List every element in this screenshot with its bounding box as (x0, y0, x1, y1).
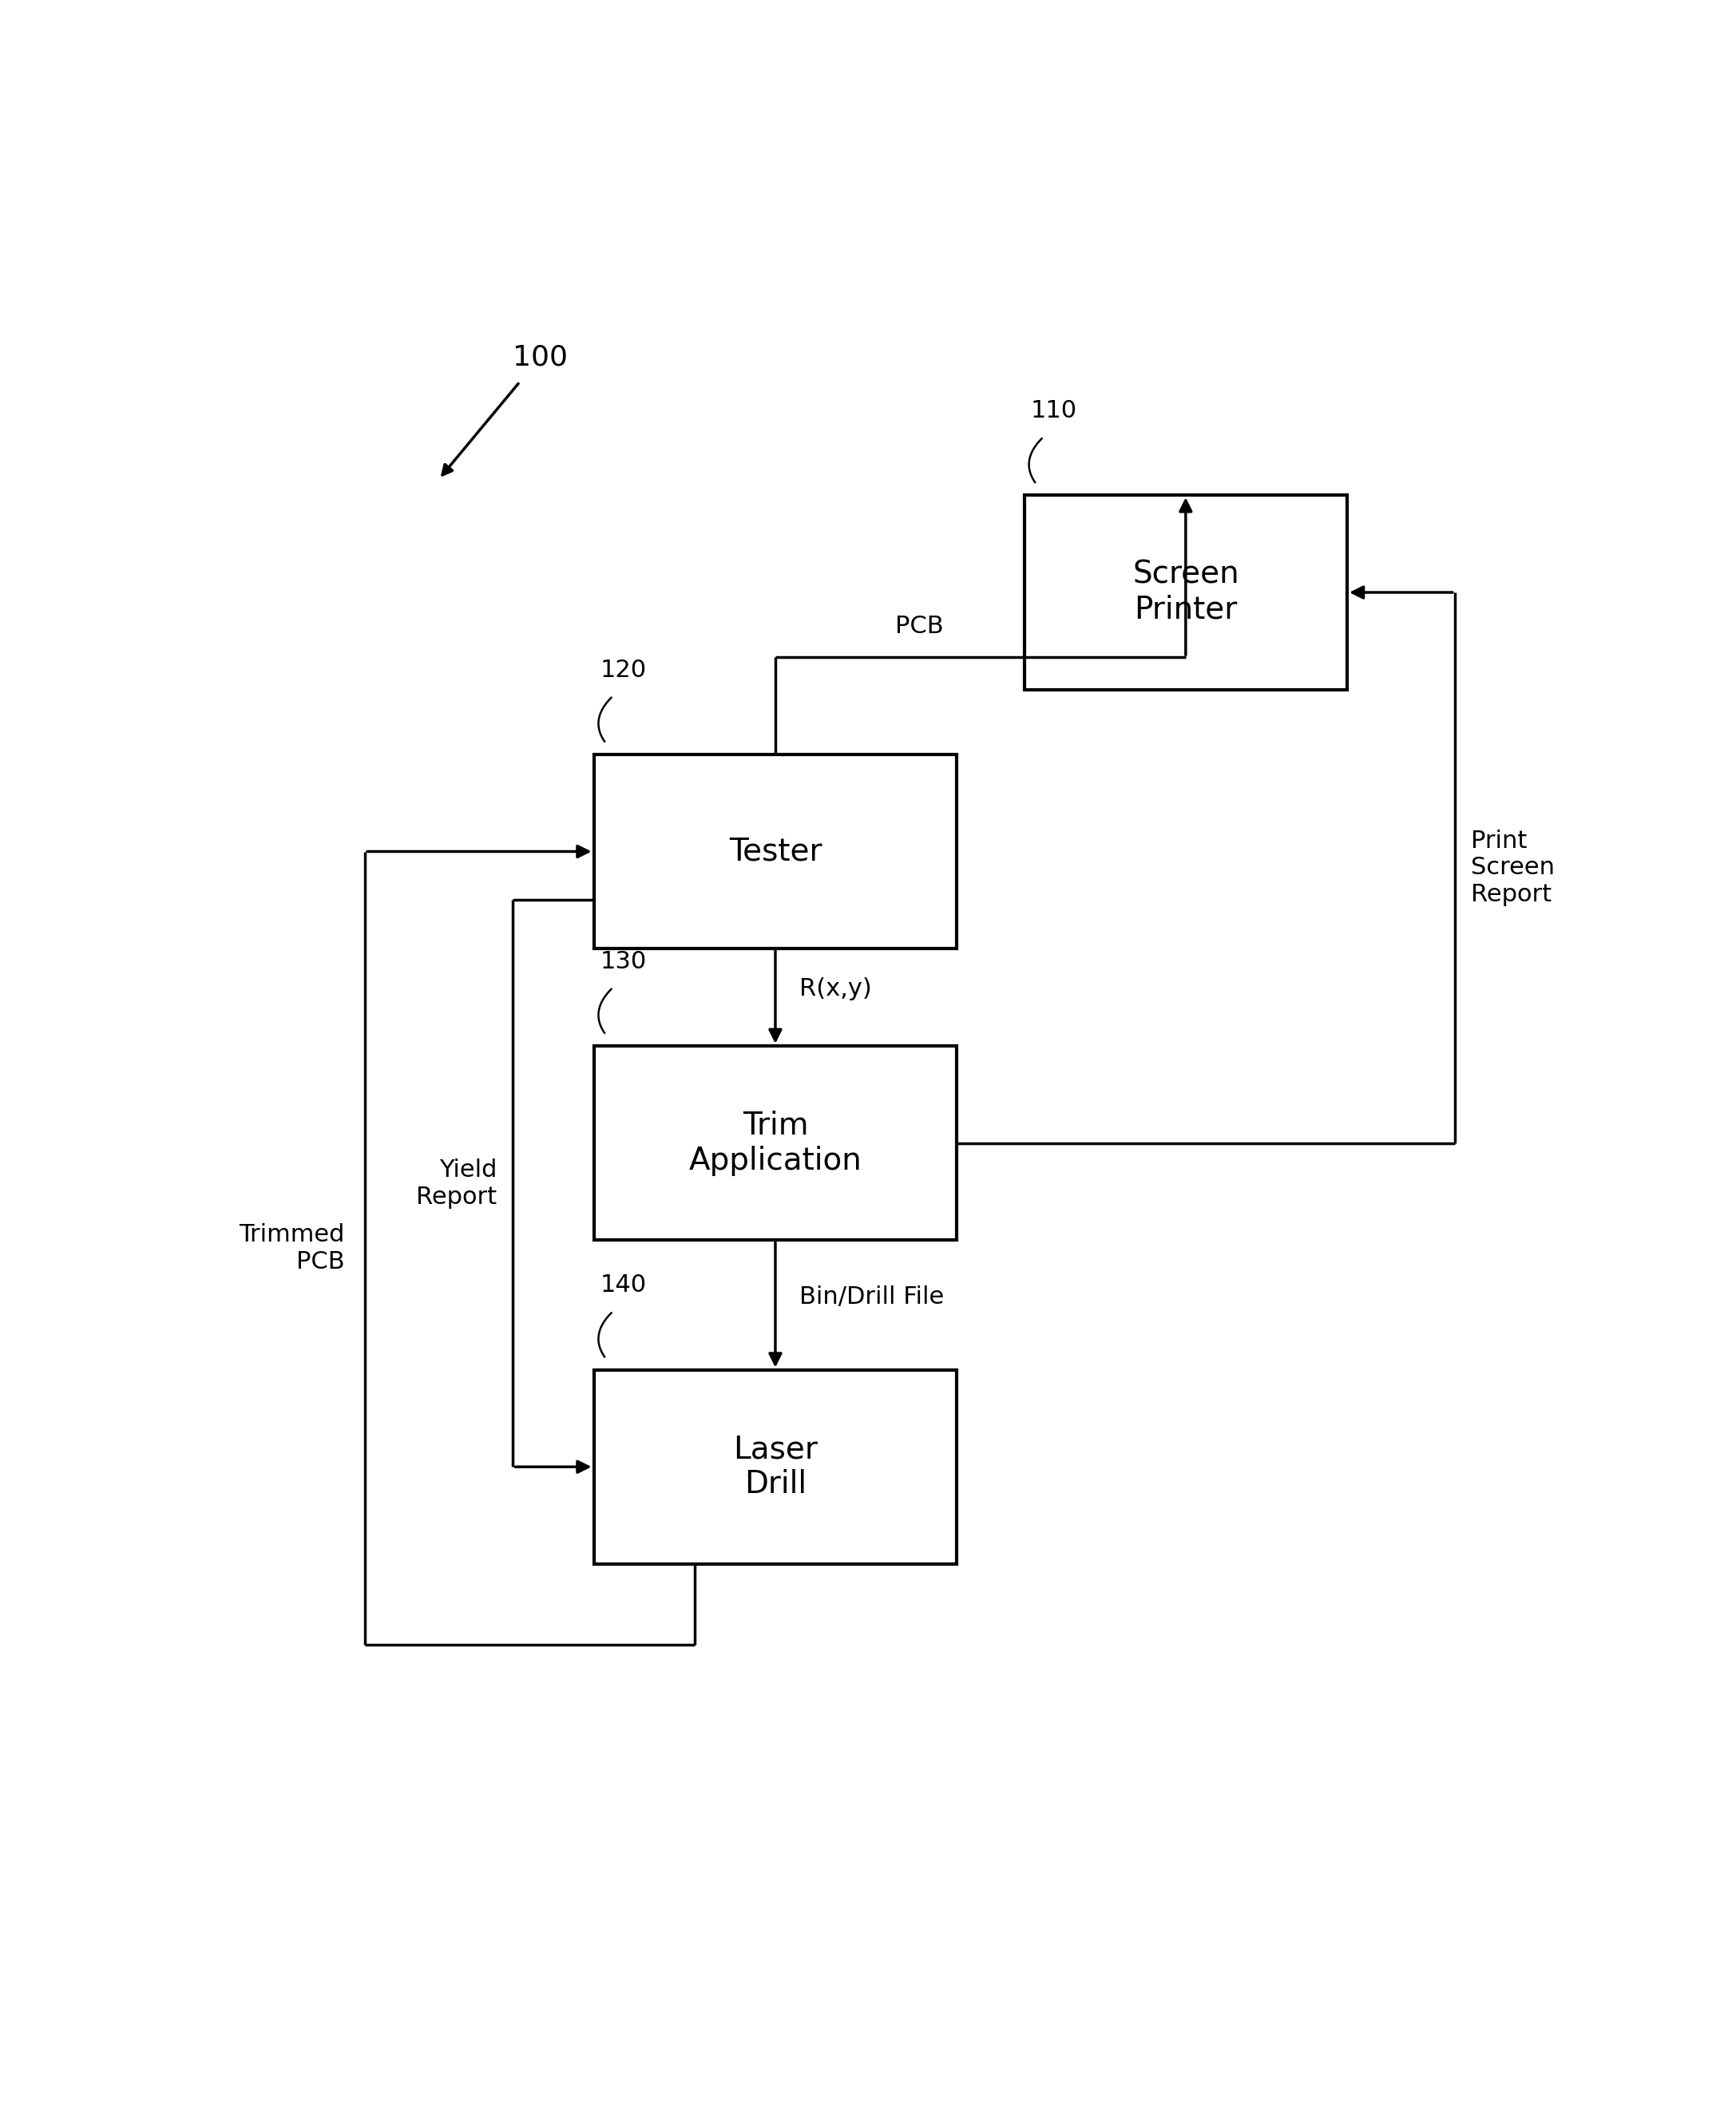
Text: Trim
Application: Trim Application (689, 1110, 861, 1176)
Text: Print
Screen
Report: Print Screen Report (1470, 829, 1555, 906)
Text: 110: 110 (1031, 400, 1078, 423)
Bar (594, 1369, 957, 1565)
Text: 100: 100 (514, 345, 568, 372)
Text: Laser
Drill: Laser Drill (733, 1434, 818, 1499)
Text: Bin/Drill File: Bin/Drill File (800, 1285, 944, 1308)
Text: Yield
Report: Yield Report (417, 1159, 496, 1209)
Text: Tester: Tester (729, 837, 821, 866)
Bar (594, 1045, 957, 1241)
Text: 140: 140 (601, 1274, 648, 1298)
Text: 130: 130 (601, 951, 648, 974)
Text: PCB: PCB (894, 614, 943, 637)
Bar (594, 755, 957, 948)
Text: 120: 120 (601, 658, 648, 681)
Text: Trimmed
PCB: Trimmed PCB (240, 1224, 345, 1272)
Bar (1024, 494, 1347, 690)
Text: Screen
Printer: Screen Printer (1132, 559, 1240, 625)
Text: R(x,y): R(x,y) (800, 978, 871, 1001)
